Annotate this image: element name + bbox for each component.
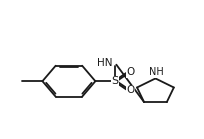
Text: O: O — [126, 85, 134, 95]
Text: O: O — [126, 67, 134, 77]
Text: S: S — [111, 76, 118, 86]
Text: NH: NH — [149, 67, 163, 77]
Text: HN: HN — [97, 58, 112, 68]
